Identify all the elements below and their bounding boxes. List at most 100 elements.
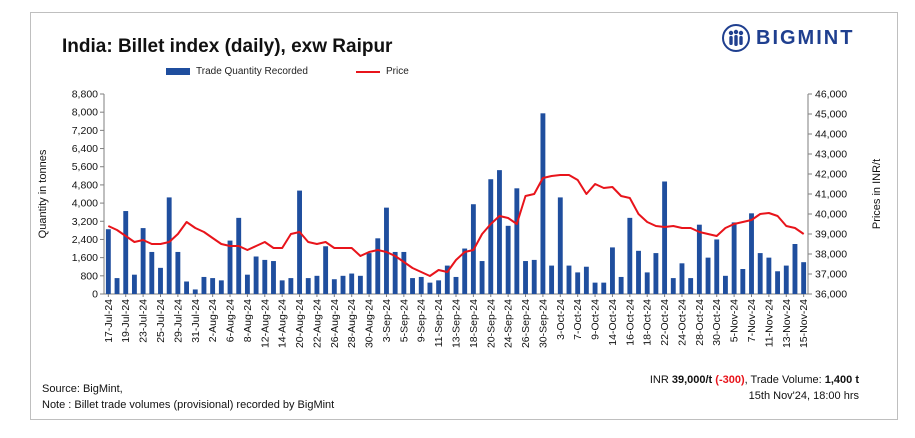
bigmint-logo-text: BIGMINT [756,26,855,49]
x-tick-label: 3-Oct-24 [555,299,567,340]
y-right-tick-label: 46,000 [815,89,847,101]
y-right-tick-label: 39,000 [815,229,847,241]
quantity-bar [688,278,694,294]
quantity-bar [149,251,155,294]
quantity-bar [514,188,520,294]
quantity-bar [505,225,511,294]
quantity-bar [297,190,302,294]
legend-label-quantity: Trade Quantity Recorded [196,66,308,77]
quantity-bar [262,259,268,294]
x-tick-label: 5-Sep-24 [398,299,410,342]
quantity-bar [375,238,381,294]
source-block: Source: BigMint, Note : Billet trade vol… [42,381,334,413]
quantity-bar [166,197,172,294]
quantity-bar [662,181,668,294]
y-left-tick-label: 4,000 [72,198,98,210]
x-tick-label: 31-Jul-24 [190,299,202,343]
legend-item-quantity: Trade Quantity Recorded [166,66,308,77]
quantity-bar [653,253,659,294]
summary-block: INR 39,000/t (-300), Trade Volume: 1,400… [650,372,859,404]
quantity-bar [158,267,163,294]
x-tick-label: 20-Aug-24 [294,299,306,348]
x-tick-label: 9-Sep-24 [416,299,428,342]
quantity-bar [636,250,641,294]
x-tick-label: 28-Aug-24 [346,299,358,348]
x-tick-label: 3-Sep-24 [381,299,393,342]
y-right-tick-label: 44,000 [815,129,847,141]
source-text: Source: BigMint, [42,383,123,395]
x-tick-label: 6-Aug-24 [225,299,237,342]
quantity-bar [549,265,555,294]
summary-prefix: INR [649,374,672,386]
quantity-bar [531,259,537,294]
y-right-tick-label: 43,000 [815,149,847,161]
x-tick-label: 13-Sep-24 [451,299,463,348]
x-tick-label: 16-Oct-24 [624,299,636,346]
y-right-tick-label: 37,000 [815,269,847,281]
quantity-bar [105,229,111,294]
quantity-bar [749,213,754,294]
quantity-bar [696,224,702,294]
quantity-bar [592,282,598,294]
x-tick-label: 28-Oct-24 [694,299,706,346]
x-tick-label: 22-Oct-24 [659,299,671,346]
quantity-bar [575,272,581,294]
quantity-bar [618,276,624,294]
quantity-bar [792,244,798,294]
y-left-tick-label: 7,200 [72,125,98,137]
quantity-bar [401,251,407,294]
quantity-bar [497,170,502,294]
x-tick-label: 2-Aug-24 [207,299,219,342]
x-tick-label: 23-Jul-24 [138,299,150,343]
quantity-bar [488,179,494,294]
y-right-title: Prices in INR/t [871,159,883,229]
bigmint-logo-icon [722,24,750,52]
quantity-bar [227,240,233,294]
quantity-bar [775,271,781,294]
x-tick-label: 19-Jul-24 [120,299,132,343]
quantity-bar [410,278,415,294]
quantity-bar [140,228,146,294]
summary-line: INR 39,000/t (-300), Trade Volume: 1,400… [650,372,859,388]
x-tick-label: 26-Sep-24 [520,299,532,348]
x-tick-label: 9-Oct-24 [590,299,602,340]
quantity-bar [314,275,320,294]
y-right-tick-label: 45,000 [815,109,847,121]
quantity-bar [114,278,120,294]
quantity-bar [244,274,250,294]
legend-swatch-bar [166,68,190,75]
quantity-bar [210,278,216,294]
x-tick-label: 11-Sep-24 [433,299,445,347]
quantity-bar [201,276,207,294]
x-tick-label: 18-Sep-24 [468,299,480,348]
note-text: Note : Billet trade volumes (provisional… [42,399,335,411]
quantity-bar [418,276,424,294]
quantity-bar [253,256,259,294]
x-tick-label: 30-Sep-24 [537,299,549,348]
quantity-bar [175,251,181,294]
quantity-bar [305,278,311,294]
quantity-bar [123,211,129,294]
x-tick-label: 24-Oct-24 [677,299,689,346]
quantity-bar [566,265,572,294]
summary-price: 39,000/t [671,374,713,386]
x-tick-label: 29-Jul-24 [172,299,184,343]
legend-label-price: Price [386,66,409,77]
quantity-bar [279,280,285,294]
legend-swatch-line [356,70,380,73]
x-tick-label: 24-Sep-24 [503,299,515,348]
quantity-bar [523,261,528,294]
quantity-bar [340,275,346,294]
bigmint-logo: BIGMINT [722,24,854,52]
y-right-tick-label: 38,000 [815,249,847,261]
quantity-bar [331,279,337,294]
quantity-bar [766,257,772,294]
summary-timestamp: 15th Nov'24, 18:00 hrs [748,390,859,402]
quantity-bar [627,217,633,294]
quantity-bar [349,273,355,294]
quantity-bar [644,272,650,294]
quantity-bar [184,281,190,294]
y-right-tick-label: 36,000 [815,289,847,301]
quantity-bar [714,239,720,294]
